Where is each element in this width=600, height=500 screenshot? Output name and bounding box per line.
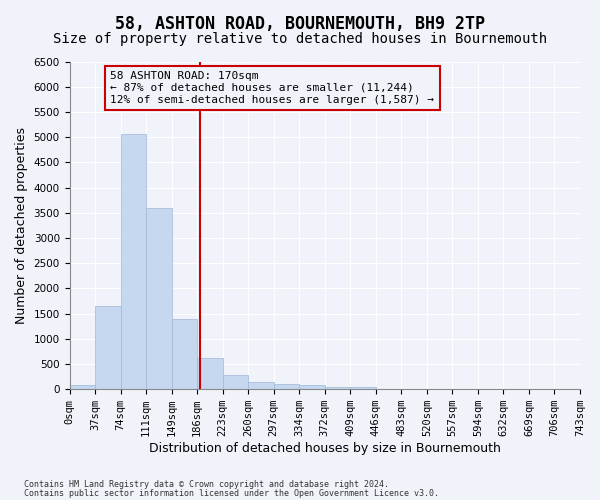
Bar bbox=[223, 374, 248, 389]
Bar bbox=[70, 386, 95, 389]
Bar bbox=[350, 386, 376, 389]
Bar bbox=[146, 208, 172, 389]
X-axis label: Distribution of detached houses by size in Bournemouth: Distribution of detached houses by size … bbox=[149, 442, 501, 455]
Bar bbox=[172, 318, 197, 389]
Text: Contains HM Land Registry data © Crown copyright and database right 2024.: Contains HM Land Registry data © Crown c… bbox=[24, 480, 389, 489]
Bar bbox=[248, 382, 274, 389]
Text: Contains public sector information licensed under the Open Government Licence v3: Contains public sector information licen… bbox=[24, 488, 439, 498]
Text: Size of property relative to detached houses in Bournemouth: Size of property relative to detached ho… bbox=[53, 32, 547, 46]
Bar bbox=[299, 385, 325, 389]
Bar bbox=[95, 306, 121, 389]
Bar bbox=[274, 384, 299, 389]
Bar bbox=[197, 358, 223, 389]
Bar bbox=[121, 134, 146, 389]
Text: 58 ASHTON ROAD: 170sqm
← 87% of detached houses are smaller (11,244)
12% of semi: 58 ASHTON ROAD: 170sqm ← 87% of detached… bbox=[110, 72, 434, 104]
Text: 58, ASHTON ROAD, BOURNEMOUTH, BH9 2TP: 58, ASHTON ROAD, BOURNEMOUTH, BH9 2TP bbox=[115, 15, 485, 33]
Y-axis label: Number of detached properties: Number of detached properties bbox=[15, 127, 28, 324]
Bar bbox=[325, 386, 350, 389]
